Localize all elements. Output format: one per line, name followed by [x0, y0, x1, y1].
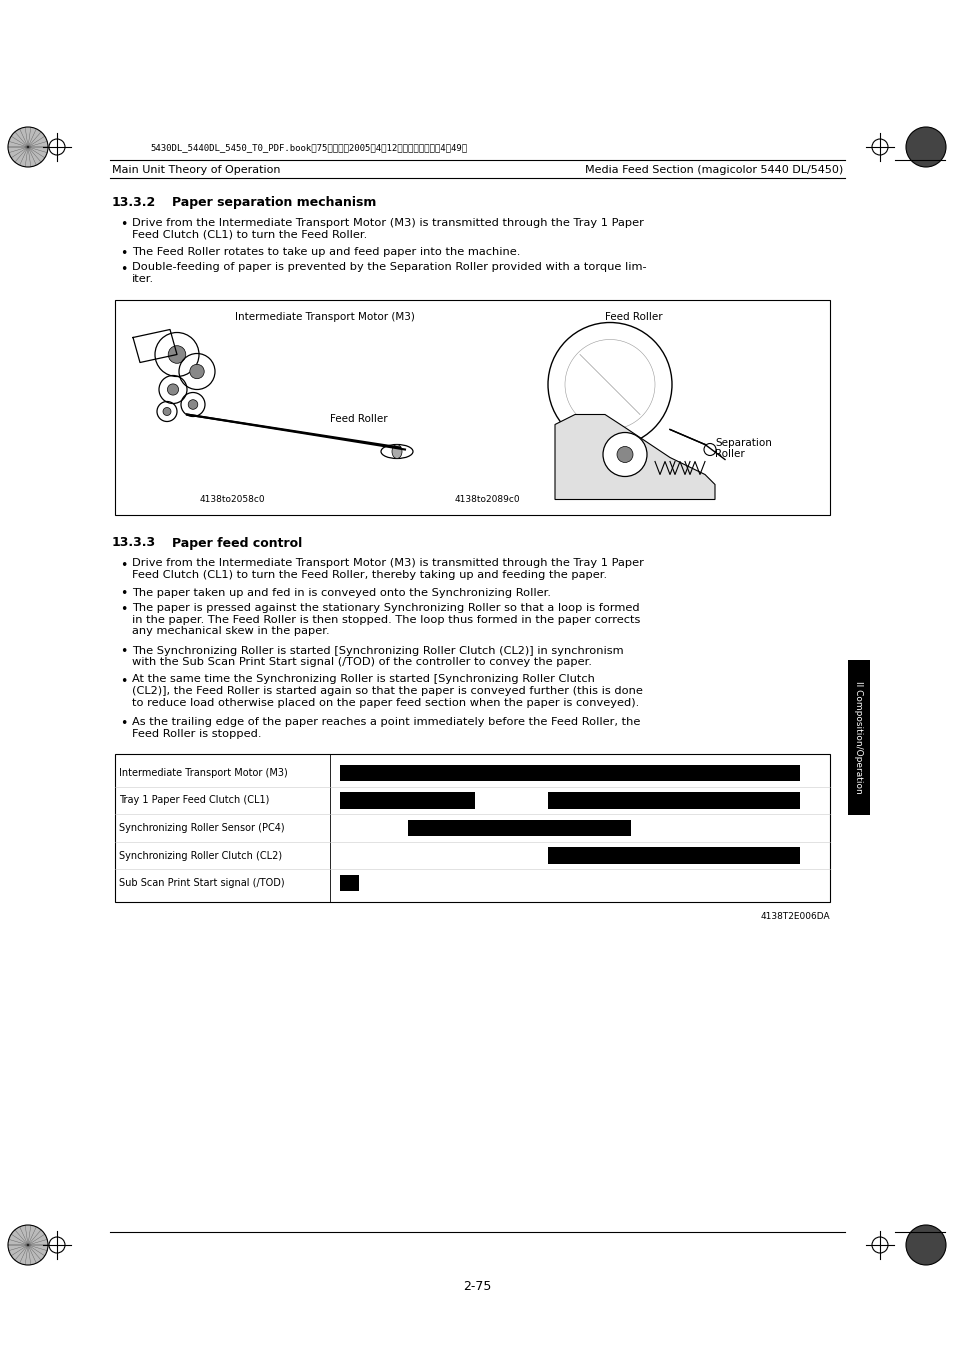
Text: The Feed Roller rotates to take up and feed paper into the machine.: The Feed Roller rotates to take up and f…	[132, 247, 519, 257]
Bar	[339, 792, 475, 809]
Text: Tray 1 Paper Feed Clutch (CL1): Tray 1 Paper Feed Clutch (CL1)	[119, 796, 269, 805]
Text: Sub Scan Print Start signal (/TOD): Sub Scan Print Start signal (/TOD)	[119, 878, 284, 888]
Circle shape	[617, 446, 633, 462]
Text: 5430DL_5440DL_5450_T0_PDF.book　75ページ　2005年4月12日　火曜日　午後4晉49分: 5430DL_5440DL_5450_T0_PDF.book 75ページ 200…	[150, 143, 467, 153]
Bar	[847, 661, 869, 815]
Text: Drive from the Intermediate Transport Motor (M3) is transmitted through the Tray: Drive from the Intermediate Transport Mo…	[132, 558, 643, 580]
Text: 4138to2089c0: 4138to2089c0	[455, 494, 520, 504]
Text: Separation
Roller: Separation Roller	[714, 438, 771, 459]
Circle shape	[8, 127, 48, 168]
Circle shape	[190, 365, 204, 378]
Text: Intermediate Transport Motor (M3): Intermediate Transport Motor (M3)	[234, 312, 415, 322]
Text: •: •	[120, 218, 128, 231]
Text: At the same time the Synchronizing Roller is started [Synchronizing Roller Clutc: At the same time the Synchronizing Rolle…	[132, 674, 642, 708]
Text: Feed Roller: Feed Roller	[604, 312, 662, 322]
Text: Intermediate Transport Motor (M3): Intermediate Transport Motor (M3)	[119, 767, 288, 778]
Bar	[407, 820, 630, 836]
Text: As the trailing edge of the paper reaches a point immediately before the Feed Ro: As the trailing edge of the paper reache…	[132, 717, 639, 739]
Text: The paper is pressed against the stationary Synchronizing Roller so that a loop : The paper is pressed against the station…	[132, 603, 639, 636]
Bar	[339, 875, 358, 892]
Text: Media Feed Section (magicolor 5440 DL/5450): Media Feed Section (magicolor 5440 DL/54…	[584, 165, 842, 176]
Text: •: •	[120, 558, 128, 571]
Text: Paper feed control: Paper feed control	[172, 536, 302, 550]
Bar	[548, 847, 800, 863]
Text: Main Unit Theory of Operation: Main Unit Theory of Operation	[112, 165, 280, 176]
Circle shape	[905, 127, 945, 168]
Text: •: •	[120, 674, 128, 688]
Ellipse shape	[380, 444, 413, 458]
Text: 4138to2058c0: 4138to2058c0	[200, 494, 265, 504]
Text: •: •	[120, 262, 128, 276]
Text: The paper taken up and fed in is conveyed onto the Synchronizing Roller.: The paper taken up and fed in is conveye…	[132, 588, 551, 597]
Circle shape	[163, 408, 171, 416]
Text: •: •	[120, 646, 128, 658]
Bar	[115, 300, 829, 515]
Polygon shape	[555, 415, 714, 500]
Text: Synchronizing Roller Sensor (PC4): Synchronizing Roller Sensor (PC4)	[119, 823, 284, 834]
Bar	[115, 754, 829, 902]
Circle shape	[905, 1225, 945, 1265]
Text: Synchronizing Roller Clutch (CL2): Synchronizing Roller Clutch (CL2)	[119, 851, 282, 861]
Bar	[339, 765, 800, 781]
Text: The Synchronizing Roller is started [Synchronizing Roller Clutch (CL2)] in synch: The Synchronizing Roller is started [Syn…	[132, 646, 623, 667]
Text: Double-feeding of paper is prevented by the Separation Roller provided with a to: Double-feeding of paper is prevented by …	[132, 262, 646, 284]
Circle shape	[8, 1225, 48, 1265]
Text: 2-75: 2-75	[462, 1279, 491, 1293]
Text: Feed Roller: Feed Roller	[330, 415, 387, 424]
Circle shape	[547, 323, 671, 446]
Ellipse shape	[392, 444, 401, 458]
Circle shape	[168, 346, 186, 363]
Text: 4138T2E006DA: 4138T2E006DA	[760, 912, 829, 921]
Text: 13.3.3: 13.3.3	[112, 536, 156, 550]
Bar	[548, 792, 800, 809]
Text: 13.3.2: 13.3.2	[112, 196, 156, 209]
Text: •: •	[120, 603, 128, 616]
Text: II Composition/Operation: II Composition/Operation	[854, 681, 862, 794]
Circle shape	[188, 400, 197, 409]
Circle shape	[602, 432, 646, 477]
Text: Drive from the Intermediate Transport Motor (M3) is transmitted through the Tray: Drive from the Intermediate Transport Mo…	[132, 218, 643, 239]
Circle shape	[167, 384, 178, 394]
Text: •: •	[120, 247, 128, 259]
Text: •: •	[120, 588, 128, 600]
Text: •: •	[120, 717, 128, 730]
Text: Paper separation mechanism: Paper separation mechanism	[172, 196, 376, 209]
